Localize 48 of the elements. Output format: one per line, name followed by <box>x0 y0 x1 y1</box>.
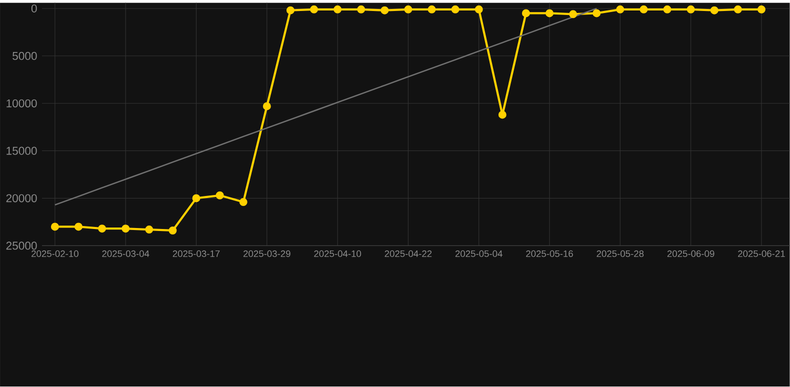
point <box>98 224 106 233</box>
y-tick-label: 15000 <box>6 146 37 155</box>
x-tick-label: 2025-05-04 <box>455 250 502 258</box>
point <box>663 6 672 14</box>
point <box>757 6 766 14</box>
x-tick-label: 2025-05-16 <box>526 250 573 258</box>
point <box>686 6 695 14</box>
point <box>522 9 530 18</box>
point <box>474 6 483 14</box>
point <box>569 10 578 18</box>
point <box>50 222 59 231</box>
point <box>310 6 318 14</box>
point <box>428 6 436 14</box>
point <box>168 226 177 235</box>
point <box>451 6 460 14</box>
point <box>592 9 601 18</box>
y-tick-label: 20000 <box>6 194 37 202</box>
point <box>334 6 342 14</box>
point <box>74 222 83 231</box>
y-tick-label: 0 <box>31 4 37 13</box>
point <box>640 6 648 14</box>
x-tick-label: 2025-03-17 <box>172 250 220 258</box>
point <box>546 9 554 18</box>
x-tick-label: 2025-02-10 <box>32 250 78 258</box>
point <box>734 6 742 14</box>
y-tick-label: 25000 <box>6 242 37 250</box>
x-tick-label: 2025-03-29 <box>244 250 290 258</box>
point <box>380 6 389 15</box>
x-tick-label: 2025-03-04 <box>102 250 150 258</box>
point <box>145 226 154 234</box>
point <box>498 110 506 119</box>
point <box>710 6 718 15</box>
point <box>122 224 130 233</box>
x-tick-label: 2025-06-09 <box>667 250 714 258</box>
x-tick-label: 2025-04-10 <box>314 250 362 258</box>
x-tick-label: 2025-04-22 <box>384 250 432 258</box>
y-tick-label: 5000 <box>12 52 37 60</box>
x-tick-label: 2025-06-21 <box>738 250 785 258</box>
y-tick-label: 10000 <box>6 100 37 108</box>
point <box>404 6 412 14</box>
point <box>216 192 224 200</box>
point <box>262 102 271 110</box>
point <box>239 198 248 206</box>
point <box>616 6 624 14</box>
point <box>357 6 366 14</box>
x-tick-label: 2025-05-28 <box>596 250 644 258</box>
point <box>192 194 200 202</box>
point <box>286 6 294 15</box>
